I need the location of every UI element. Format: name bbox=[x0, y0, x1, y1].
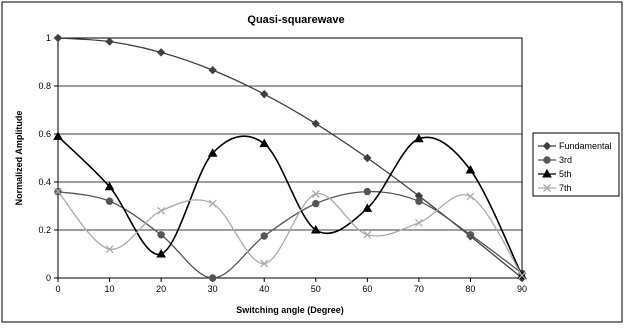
legend-label-3rd: 3rd bbox=[559, 155, 572, 165]
data-point-5th bbox=[310, 224, 321, 234]
series-3rd bbox=[54, 187, 526, 282]
series-7th bbox=[54, 187, 526, 280]
legend-marker-3rd bbox=[543, 156, 551, 164]
x-tick-label: 90 bbox=[517, 284, 527, 294]
data-point-7th bbox=[363, 230, 372, 239]
data-point-7th bbox=[518, 271, 526, 280]
legend-item-7th: 7th bbox=[538, 183, 572, 193]
legend-item-5th: 5th bbox=[538, 168, 572, 179]
x-tick-label: 10 bbox=[105, 284, 115, 294]
data-point-fundamental bbox=[156, 48, 166, 57]
cross-stroke bbox=[363, 230, 372, 239]
data-point-fundamental bbox=[311, 119, 320, 128]
cross-stroke bbox=[466, 192, 475, 201]
data-point-5th bbox=[156, 248, 166, 258]
data-point-fundamental bbox=[363, 153, 372, 163]
data-point-3rd bbox=[105, 197, 114, 205]
legend-label-7th: 7th bbox=[559, 183, 572, 193]
data-point-5th bbox=[259, 138, 270, 148]
data-point-7th bbox=[466, 192, 475, 201]
cross-stroke bbox=[311, 190, 320, 198]
data-point-3rd bbox=[363, 187, 372, 196]
data-point-5th bbox=[207, 148, 218, 157]
x-tick-label: 50 bbox=[311, 284, 321, 294]
series-layer bbox=[53, 33, 527, 283]
legend-marker-fundamental bbox=[542, 141, 552, 151]
y-tick-label: 0.2 bbox=[38, 225, 51, 235]
cross-stroke bbox=[105, 245, 114, 254]
chart-title: Quasi-squarewave bbox=[247, 14, 344, 26]
cross-stroke bbox=[518, 271, 526, 280]
series-line-3rd bbox=[57, 190, 523, 279]
y-tick-label: 0.6 bbox=[38, 129, 51, 139]
x-tick-label: 80 bbox=[465, 284, 475, 294]
data-point-7th bbox=[311, 190, 320, 198]
tick-layer: 00.20.40.60.810 10 20 30 40 50 60 70 80 90 bbox=[38, 33, 527, 294]
data-point-fundamental bbox=[53, 33, 63, 43]
data-point-fundamental bbox=[260, 89, 269, 99]
y-tick-label: 1 bbox=[46, 33, 51, 43]
data-point-5th bbox=[104, 181, 115, 191]
data-point-7th bbox=[105, 245, 114, 254]
cross-stroke bbox=[260, 259, 269, 268]
x-tick-label: 40 bbox=[259, 284, 269, 294]
data-point-3rd bbox=[208, 274, 217, 282]
data-point-7th bbox=[414, 218, 423, 227]
legend-item-3rd: 3rd bbox=[538, 155, 572, 165]
x-tick-label: 20 bbox=[156, 284, 166, 294]
legend: Fundamental 3rd 5th 7th bbox=[538, 141, 612, 193]
y-axis-label: Normalized Amplitude bbox=[14, 111, 24, 206]
series-line-5th bbox=[57, 135, 523, 276]
data-point-5th bbox=[465, 164, 476, 174]
x-tick-label: 0 bbox=[55, 284, 60, 294]
legend-marker-7th bbox=[543, 184, 551, 192]
cross-stroke bbox=[414, 218, 423, 227]
cross-stroke bbox=[208, 199, 217, 208]
data-point-7th bbox=[208, 199, 217, 208]
data-point-fundamental bbox=[208, 65, 217, 75]
cross-stroke bbox=[54, 187, 62, 196]
data-point-fundamental bbox=[105, 37, 114, 46]
plot-area bbox=[57, 37, 523, 279]
data-point-3rd bbox=[466, 231, 475, 239]
cross-stroke bbox=[543, 184, 551, 192]
legend-label-5th: 5th bbox=[559, 169, 572, 179]
y-tick-label: 0.8 bbox=[38, 81, 51, 91]
data-point-5th bbox=[53, 131, 63, 140]
cross-stroke bbox=[157, 206, 166, 215]
x-tick-label: 70 bbox=[414, 284, 424, 294]
data-point-3rd bbox=[260, 232, 268, 240]
legend-marker-5th bbox=[542, 168, 552, 178]
legend-item-fundamental: Fundamental bbox=[538, 141, 612, 151]
data-point-3rd bbox=[415, 197, 423, 205]
y-tick-label: 0.4 bbox=[38, 177, 51, 187]
data-point-5th bbox=[362, 203, 373, 212]
x-tick-label: 30 bbox=[208, 284, 218, 294]
data-point-3rd bbox=[312, 199, 320, 208]
data-point-7th bbox=[54, 187, 62, 196]
data-point-7th bbox=[260, 259, 269, 268]
y-tick-label: 0 bbox=[46, 273, 51, 283]
x-axis-label: Switching angle (Degree) bbox=[236, 305, 344, 315]
legend-label-fundamental: Fundamental bbox=[559, 141, 612, 151]
series-line-7th bbox=[57, 191, 523, 276]
data-point-5th bbox=[414, 133, 424, 143]
data-point-3rd bbox=[157, 231, 165, 239]
data-point-7th bbox=[157, 206, 166, 215]
x-tick-label: 60 bbox=[362, 284, 372, 294]
